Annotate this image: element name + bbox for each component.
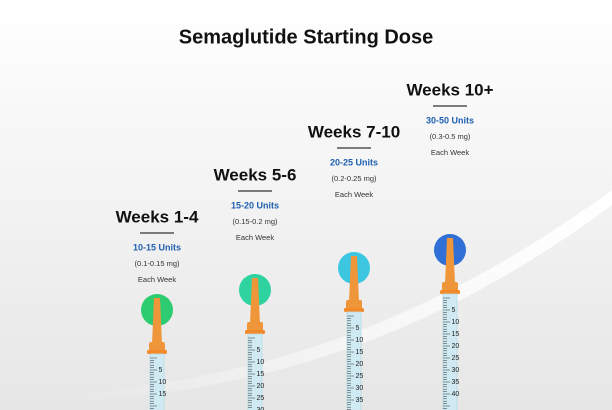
scale-label: 5 <box>159 367 163 374</box>
step-heading: Weeks 1-4 <box>116 207 199 226</box>
scale-label: 35 <box>452 379 460 386</box>
hub <box>442 282 458 292</box>
scale-label: 40 <box>452 391 460 398</box>
dose: (0.3-0.5 mg) <box>430 132 471 141</box>
units: 30-50 Units <box>426 115 474 125</box>
scale-label: 30 <box>257 407 265 410</box>
scale-label: 10 <box>159 379 167 386</box>
scale-label: 20 <box>452 343 460 350</box>
needle-cap <box>349 256 359 302</box>
needle-cap <box>152 298 162 344</box>
scale-label: 25 <box>452 355 460 362</box>
scale-label: 20 <box>257 383 265 390</box>
scale-label: 25 <box>257 395 265 402</box>
frequency: Each Week <box>431 148 469 157</box>
scale-label: 30 <box>356 385 364 392</box>
frequency: Each Week <box>335 190 373 199</box>
flange <box>147 350 167 354</box>
needle-cap <box>250 278 260 324</box>
frequency: Each Week <box>138 275 176 284</box>
scale-label: 15 <box>452 331 460 338</box>
scale-label: 30 <box>452 367 460 374</box>
units: 20-25 Units <box>330 157 378 167</box>
scale-label: 10 <box>452 319 460 326</box>
hub <box>247 322 263 332</box>
dose: (0.15-0.2 mg) <box>232 217 278 226</box>
dose: (0.2-0.25 mg) <box>331 174 377 183</box>
hub <box>149 342 165 352</box>
scale-label: 15 <box>356 349 364 356</box>
scale-label: 5 <box>356 325 360 332</box>
flange <box>245 330 265 334</box>
flange <box>440 290 460 294</box>
scale-label: 5 <box>257 347 261 354</box>
scale-label: 15 <box>159 391 167 398</box>
scale-label: 5 <box>452 307 456 314</box>
flange <box>344 308 364 312</box>
scale-label: 10 <box>356 337 364 344</box>
frequency: Each Week <box>236 233 274 242</box>
needle-cap <box>445 238 455 284</box>
step-heading: Weeks 5-6 <box>214 165 297 184</box>
scale-label: 10 <box>257 359 265 366</box>
scale-label: 25 <box>356 373 364 380</box>
units: 10-15 Units <box>133 242 181 252</box>
step-heading: Weeks 7-10 <box>308 122 400 141</box>
dose: (0.1-0.15 mg) <box>134 259 180 268</box>
scale-label: 20 <box>356 361 364 368</box>
title: Semaglutide Starting Dose <box>179 26 434 48</box>
step-heading: Weeks 10+ <box>406 80 493 99</box>
scale-label: 35 <box>356 397 364 404</box>
units: 15-20 Units <box>231 200 279 210</box>
hub <box>346 300 362 310</box>
scale-label: 15 <box>257 371 265 378</box>
